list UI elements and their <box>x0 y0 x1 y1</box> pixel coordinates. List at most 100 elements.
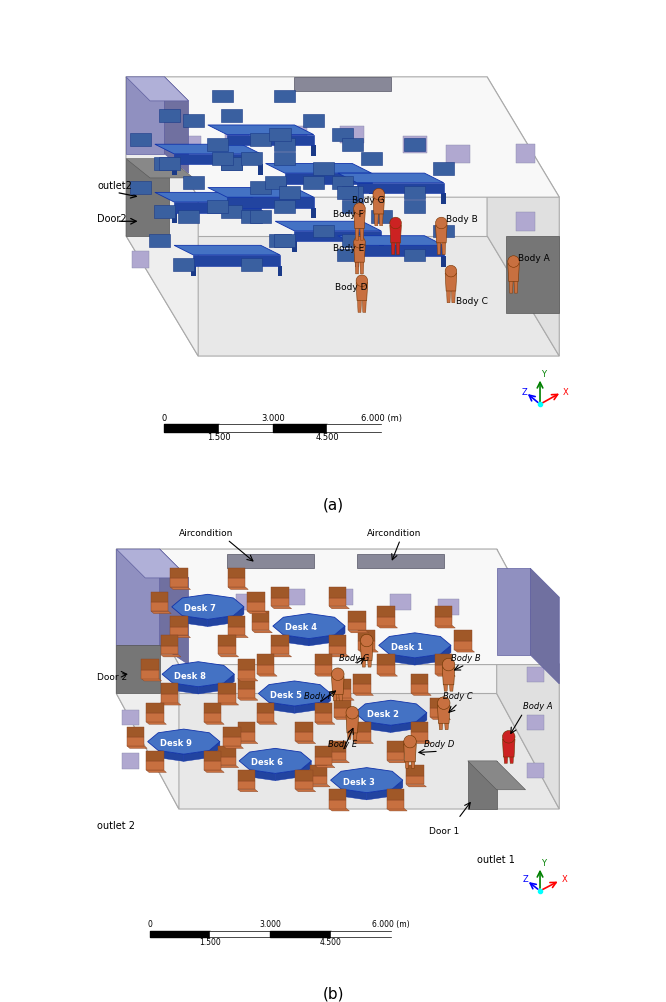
Polygon shape <box>360 229 364 240</box>
Polygon shape <box>296 722 313 732</box>
Polygon shape <box>435 626 456 628</box>
Text: Body C: Body C <box>456 297 488 306</box>
Polygon shape <box>238 722 255 732</box>
Polygon shape <box>339 693 342 701</box>
Polygon shape <box>270 234 290 247</box>
Polygon shape <box>387 761 407 764</box>
Polygon shape <box>387 752 404 761</box>
Text: Desk 9: Desk 9 <box>160 738 192 747</box>
Polygon shape <box>218 757 236 766</box>
Polygon shape <box>315 674 335 676</box>
Polygon shape <box>415 654 440 665</box>
Polygon shape <box>238 659 255 670</box>
Polygon shape <box>282 184 287 195</box>
Polygon shape <box>365 721 391 732</box>
Circle shape <box>360 634 373 647</box>
Polygon shape <box>170 627 188 635</box>
Text: Body G: Body G <box>340 653 370 662</box>
Text: X: X <box>562 875 568 884</box>
Polygon shape <box>271 655 292 657</box>
Polygon shape <box>411 693 431 695</box>
Polygon shape <box>404 201 426 214</box>
Polygon shape <box>353 741 374 743</box>
Polygon shape <box>278 267 282 277</box>
Polygon shape <box>147 713 164 722</box>
Polygon shape <box>435 674 456 676</box>
Polygon shape <box>127 727 145 737</box>
Polygon shape <box>310 785 330 788</box>
Polygon shape <box>329 809 350 812</box>
Polygon shape <box>438 705 450 723</box>
Polygon shape <box>369 184 374 195</box>
Circle shape <box>445 267 457 278</box>
Polygon shape <box>329 761 350 764</box>
Text: Body B: Body B <box>446 215 478 224</box>
Polygon shape <box>252 622 270 631</box>
Polygon shape <box>379 214 383 226</box>
Polygon shape <box>154 158 175 170</box>
Polygon shape <box>233 607 244 623</box>
Polygon shape <box>357 183 444 194</box>
Polygon shape <box>411 684 428 693</box>
Polygon shape <box>362 660 366 667</box>
Polygon shape <box>342 201 363 214</box>
Polygon shape <box>209 741 220 758</box>
Polygon shape <box>271 607 292 609</box>
Polygon shape <box>130 182 151 194</box>
Polygon shape <box>516 145 535 164</box>
Polygon shape <box>172 683 198 694</box>
Text: outlet2: outlet2 <box>97 180 132 190</box>
Circle shape <box>502 730 515 743</box>
Polygon shape <box>122 710 139 725</box>
Polygon shape <box>310 776 327 785</box>
Polygon shape <box>252 631 272 633</box>
Polygon shape <box>221 158 242 170</box>
Polygon shape <box>250 182 271 194</box>
Text: X: X <box>563 387 569 396</box>
Polygon shape <box>411 732 428 741</box>
Polygon shape <box>204 762 221 771</box>
Polygon shape <box>374 214 378 226</box>
Text: Desk 6: Desk 6 <box>251 758 283 767</box>
Polygon shape <box>247 611 268 614</box>
Polygon shape <box>396 243 400 256</box>
Polygon shape <box>353 684 370 693</box>
Polygon shape <box>159 158 180 170</box>
Polygon shape <box>454 641 472 650</box>
Polygon shape <box>178 210 199 223</box>
Polygon shape <box>360 643 373 661</box>
Polygon shape <box>191 267 196 277</box>
Polygon shape <box>404 249 426 263</box>
Polygon shape <box>161 703 181 705</box>
Polygon shape <box>353 722 370 732</box>
Polygon shape <box>406 766 424 776</box>
Text: 0: 0 <box>162 413 167 422</box>
Polygon shape <box>330 768 403 793</box>
Text: Body A: Body A <box>518 254 550 263</box>
Polygon shape <box>516 212 535 231</box>
Text: outlet 2: outlet 2 <box>97 821 135 831</box>
Text: Door 1: Door 1 <box>430 827 460 836</box>
Text: 3.000: 3.000 <box>260 920 281 929</box>
Polygon shape <box>329 598 346 607</box>
Polygon shape <box>439 722 443 729</box>
Polygon shape <box>224 208 230 219</box>
Text: Z: Z <box>523 875 528 884</box>
Polygon shape <box>315 746 332 757</box>
Polygon shape <box>332 129 353 142</box>
Polygon shape <box>454 631 472 641</box>
Polygon shape <box>275 222 381 231</box>
Polygon shape <box>170 635 190 638</box>
Polygon shape <box>313 225 334 238</box>
Polygon shape <box>218 683 236 694</box>
Polygon shape <box>212 90 233 103</box>
Circle shape <box>354 237 365 248</box>
Polygon shape <box>315 713 332 722</box>
Polygon shape <box>165 78 188 174</box>
Polygon shape <box>155 145 261 154</box>
Polygon shape <box>271 646 288 655</box>
Text: Body D: Body D <box>424 739 454 748</box>
Polygon shape <box>445 274 457 292</box>
Polygon shape <box>527 764 544 779</box>
Polygon shape <box>274 201 296 214</box>
